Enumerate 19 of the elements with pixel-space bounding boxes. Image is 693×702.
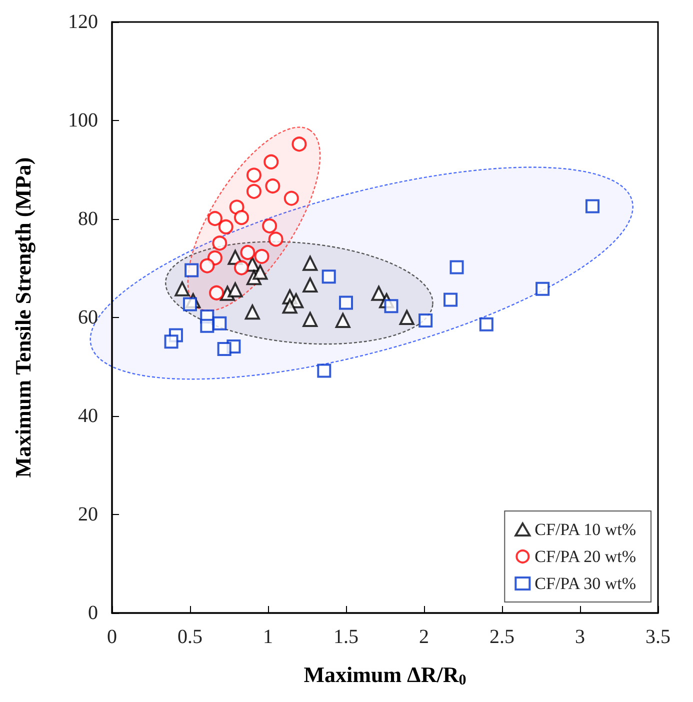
y-tick-label: 120 xyxy=(68,11,98,33)
y-tick-label: 40 xyxy=(78,405,98,427)
x-tick-label: 0 xyxy=(107,626,117,648)
x-tick-label: 3 xyxy=(575,626,585,648)
x-tick-label: 0.5 xyxy=(178,626,202,648)
legend-label: CF/PA 20 wt% xyxy=(534,547,636,566)
x-tick-label: 1.5 xyxy=(334,626,358,648)
x-tick-label: 2.5 xyxy=(490,626,514,648)
x-tick-label: 2 xyxy=(419,626,429,648)
y-tick-label: 20 xyxy=(78,504,98,526)
y-tick-label: 80 xyxy=(78,208,98,230)
x-tick-label: 1 xyxy=(263,626,273,648)
y-tick-label: 100 xyxy=(68,110,98,132)
legend-label: CF/PA 10 wt% xyxy=(534,520,636,539)
legend-label: CF/PA 30 wt% xyxy=(534,574,636,593)
y-axis-title: Maximum Tensile Strength (MPa) xyxy=(10,157,36,478)
y-tick-label: 60 xyxy=(78,306,98,328)
x-tick-label: 3.5 xyxy=(646,626,670,648)
y-tick-label: 0 xyxy=(88,602,98,624)
